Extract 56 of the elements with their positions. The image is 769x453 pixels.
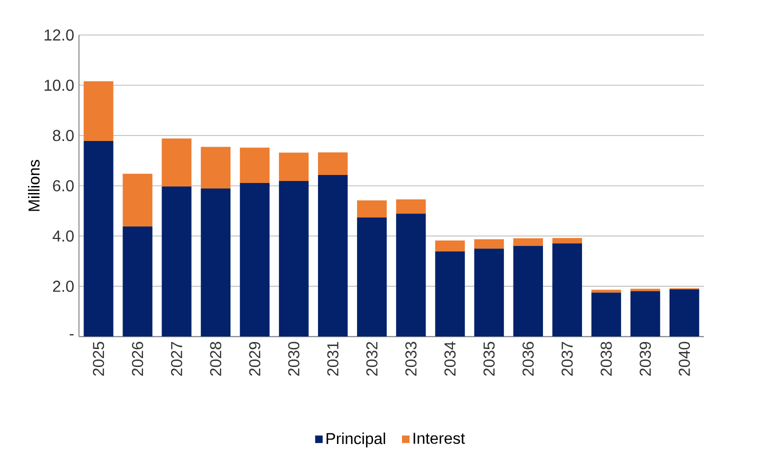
bar	[435, 251, 465, 336]
bar	[278, 180, 309, 336]
x-tick-label: 2038	[600, 342, 612, 376]
bar	[318, 174, 348, 336]
x-tick-label: 2032	[366, 342, 378, 376]
y-tick-label: -	[70, 334, 74, 336]
bar	[357, 217, 387, 336]
bar	[84, 141, 114, 336]
legend-label: Principal	[326, 432, 386, 448]
x-tick-label: 2025	[92, 342, 104, 376]
bar	[630, 291, 660, 336]
bar	[200, 188, 231, 336]
x-tick-label: 2027	[171, 342, 182, 376]
x-tick-label: 2028	[210, 342, 222, 376]
x-tick-label: 2034	[444, 342, 456, 376]
bar	[162, 138, 192, 186]
x-tick-label: 2029	[249, 342, 260, 376]
bar	[591, 292, 622, 336]
bar	[552, 243, 582, 336]
bar	[513, 246, 543, 336]
y-tick-label: 2.0	[53, 280, 74, 292]
bar	[474, 248, 504, 336]
bar	[513, 238, 543, 246]
bar	[591, 290, 622, 293]
y-tick-label: 4.0	[52, 230, 74, 242]
bar	[162, 186, 192, 336]
x-tick-label: 2026	[132, 342, 144, 376]
bar	[435, 240, 465, 252]
x-tick-label: 2030	[288, 342, 300, 376]
bar	[240, 182, 270, 336]
x-tick-label: 2031	[327, 342, 338, 376]
bar	[278, 152, 309, 181]
bar	[357, 200, 387, 218]
legend-label: Interest	[414, 432, 465, 444]
bar	[122, 226, 152, 336]
x-tick-label: 2040	[678, 342, 690, 376]
y-tick-label: 10.0	[44, 80, 74, 91]
bar	[122, 174, 152, 226]
y-tick-label: 6.0	[53, 180, 74, 192]
x-tick-label: 2037	[562, 342, 573, 376]
x-tick-label: 2035	[483, 342, 495, 376]
bar	[200, 146, 231, 188]
bar	[240, 148, 270, 183]
y-tick-label: 8.0	[52, 130, 74, 142]
bar	[396, 214, 426, 336]
bar	[318, 152, 348, 175]
bar	[552, 238, 582, 244]
bar	[670, 289, 700, 336]
x-tick-label: 2039	[640, 342, 651, 376]
bar	[474, 239, 504, 249]
x-tick-label: 2036	[522, 342, 534, 376]
bar	[84, 81, 114, 142]
x-tick-label: 2033	[405, 342, 417, 376]
y-tick-label: 12.0	[44, 29, 74, 41]
y-axis-title: Millions	[28, 160, 40, 211]
bar	[396, 199, 426, 214]
